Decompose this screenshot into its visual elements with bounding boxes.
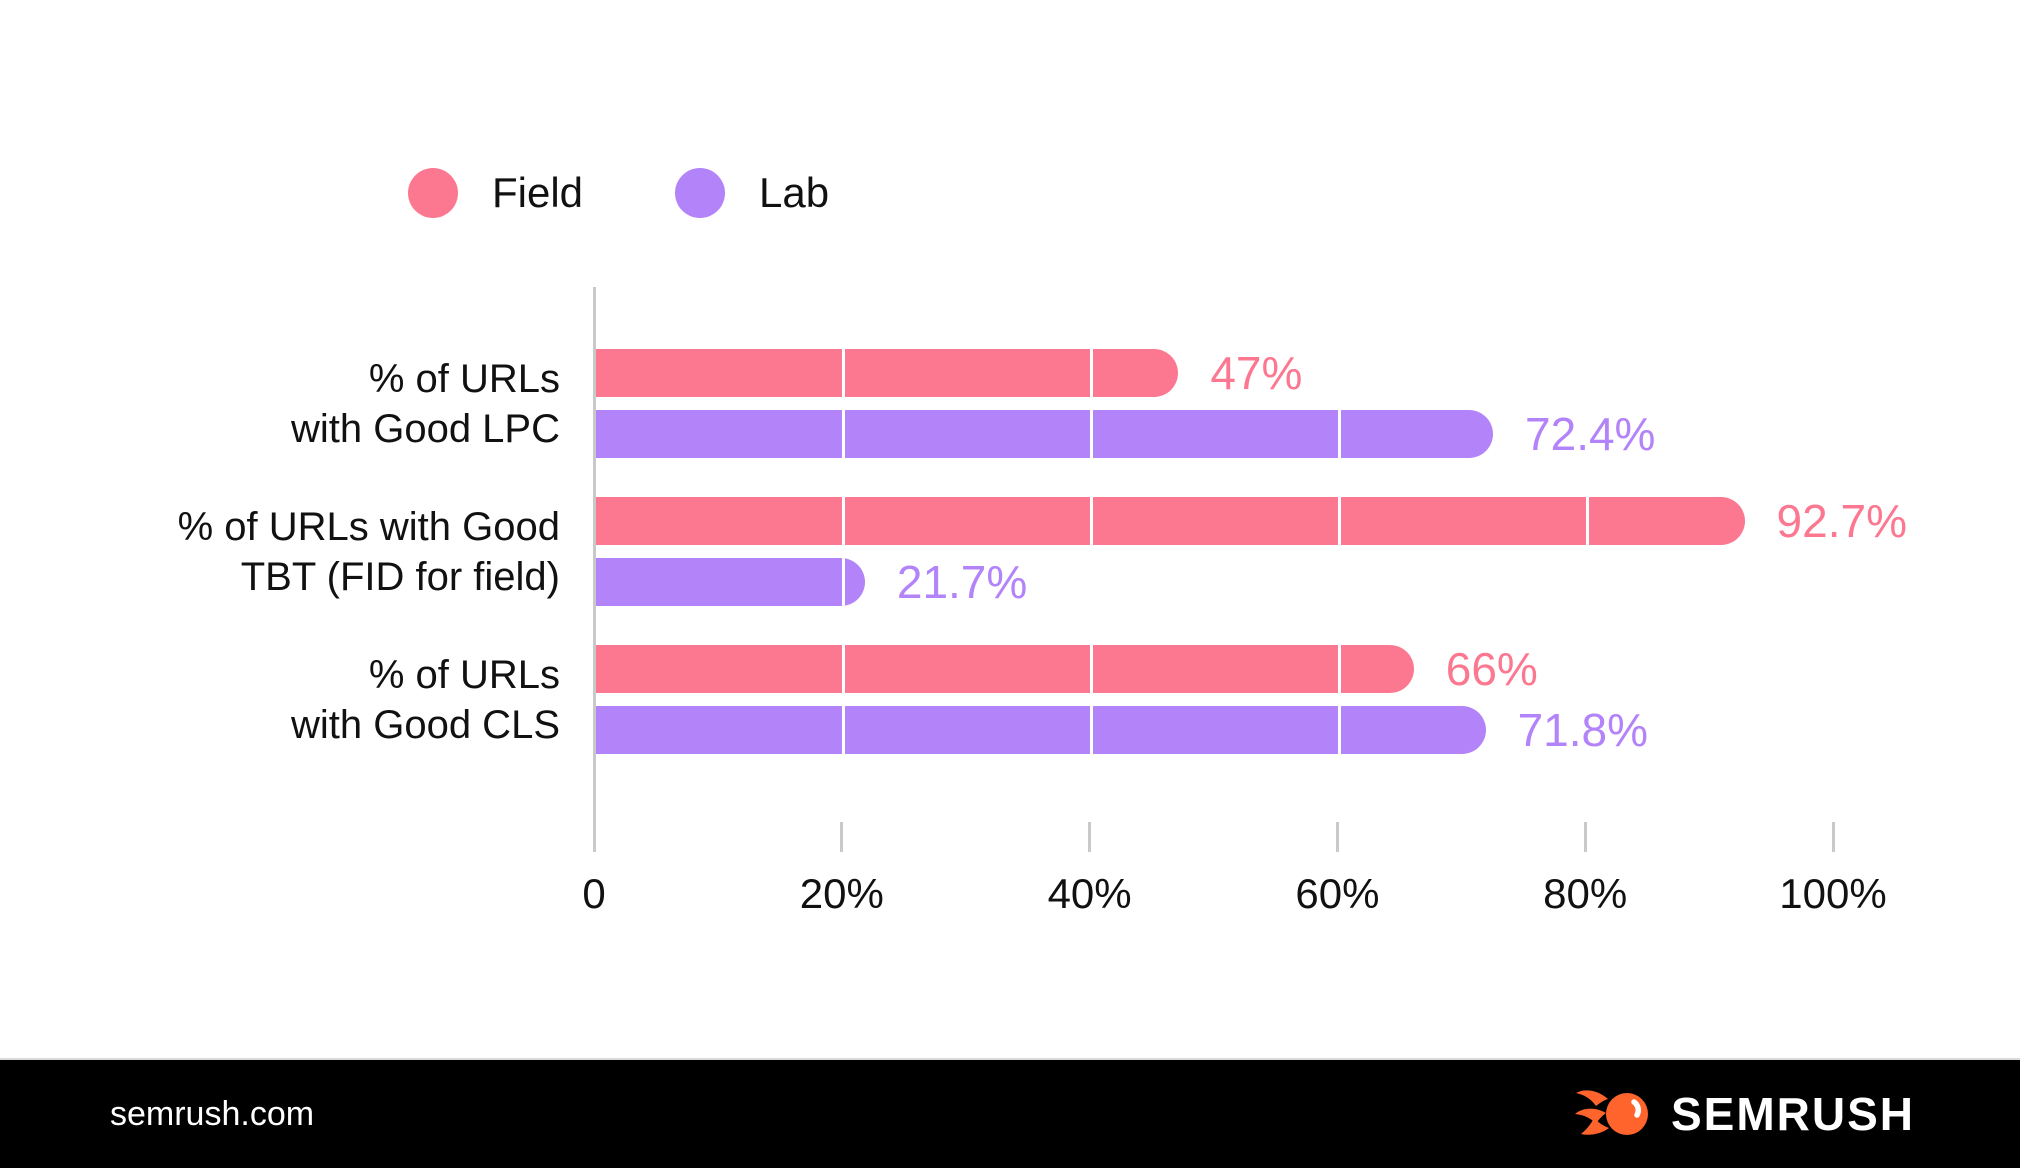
bar-gridline	[842, 645, 846, 693]
footer-site-label: semrush.com	[110, 1094, 315, 1133]
category-label: % of URLs with Good TBT (FID for field)	[177, 504, 560, 599]
x-axis-tick-label: 0	[582, 870, 606, 917]
lab-value-label: 72.4%	[1525, 408, 1656, 460]
x-axis-tick-label: 60%	[1295, 870, 1380, 917]
field-value-label: 66%	[1445, 643, 1538, 695]
legend-label: Field	[492, 169, 584, 216]
field-bar	[596, 645, 1414, 693]
semrush-flame-icon	[1574, 1090, 1648, 1135]
bar-gridline	[1090, 706, 1094, 754]
bar-gridline	[842, 706, 846, 754]
x-axis-tick	[1831, 822, 1835, 852]
x-axis-tick	[1088, 822, 1092, 852]
legend-item-lab: Lab	[675, 168, 829, 218]
field-value-label: 92.7%	[1776, 495, 1907, 547]
bar-gridline	[1337, 645, 1341, 693]
category-label: % of URLs with Good LPC	[290, 356, 560, 451]
bar-gridline	[1090, 410, 1094, 458]
bar-gridline	[1090, 497, 1094, 545]
x-axis-tick	[1583, 822, 1587, 852]
bar-gridline	[1337, 410, 1341, 458]
lab-value-label: 21.7%	[896, 556, 1028, 608]
bar-gridline	[842, 497, 846, 545]
category-label: % of URLs with Good CLS	[290, 652, 560, 747]
x-axis-tick	[840, 822, 844, 852]
field-value-label: 47%	[1210, 347, 1303, 399]
legend-item-field: Field	[408, 168, 583, 218]
bar-gridline	[1337, 497, 1341, 545]
lab-bar	[596, 706, 1486, 754]
x-axis-tick-label: 40%	[1047, 870, 1132, 917]
y-axis-line	[593, 287, 596, 852]
footer-bar: semrush.com SEMRUSH	[0, 1058, 2020, 1168]
legend-swatch	[675, 168, 726, 218]
bar-gridline	[1090, 645, 1094, 693]
lab-bar	[596, 410, 1494, 458]
x-axis-tick-label: 20%	[799, 870, 884, 917]
lab-value-label: 71.8%	[1517, 704, 1649, 756]
x-axis-tick-label: 80%	[1543, 870, 1628, 917]
bar-gridline	[842, 410, 846, 458]
x-axis-tick-label: 100%	[1779, 870, 1887, 917]
semrush-wordmark: SEMRUSH	[1670, 1088, 1915, 1140]
field-bar	[596, 349, 1179, 397]
bar-gridline	[842, 558, 846, 606]
semrush-logo: SEMRUSH	[1574, 1086, 1915, 1142]
legend-swatch	[408, 168, 458, 218]
bar-gridline	[1337, 706, 1341, 754]
bar-gridline	[1585, 497, 1589, 545]
bar-gridline	[1090, 349, 1094, 397]
x-axis-tick	[1335, 822, 1339, 852]
chart-legend: Field Lab	[408, 168, 829, 218]
bar-gridline	[842, 349, 846, 397]
field-bar	[596, 497, 1745, 545]
lab-bar	[596, 558, 865, 606]
legend-label: Lab	[759, 169, 830, 216]
